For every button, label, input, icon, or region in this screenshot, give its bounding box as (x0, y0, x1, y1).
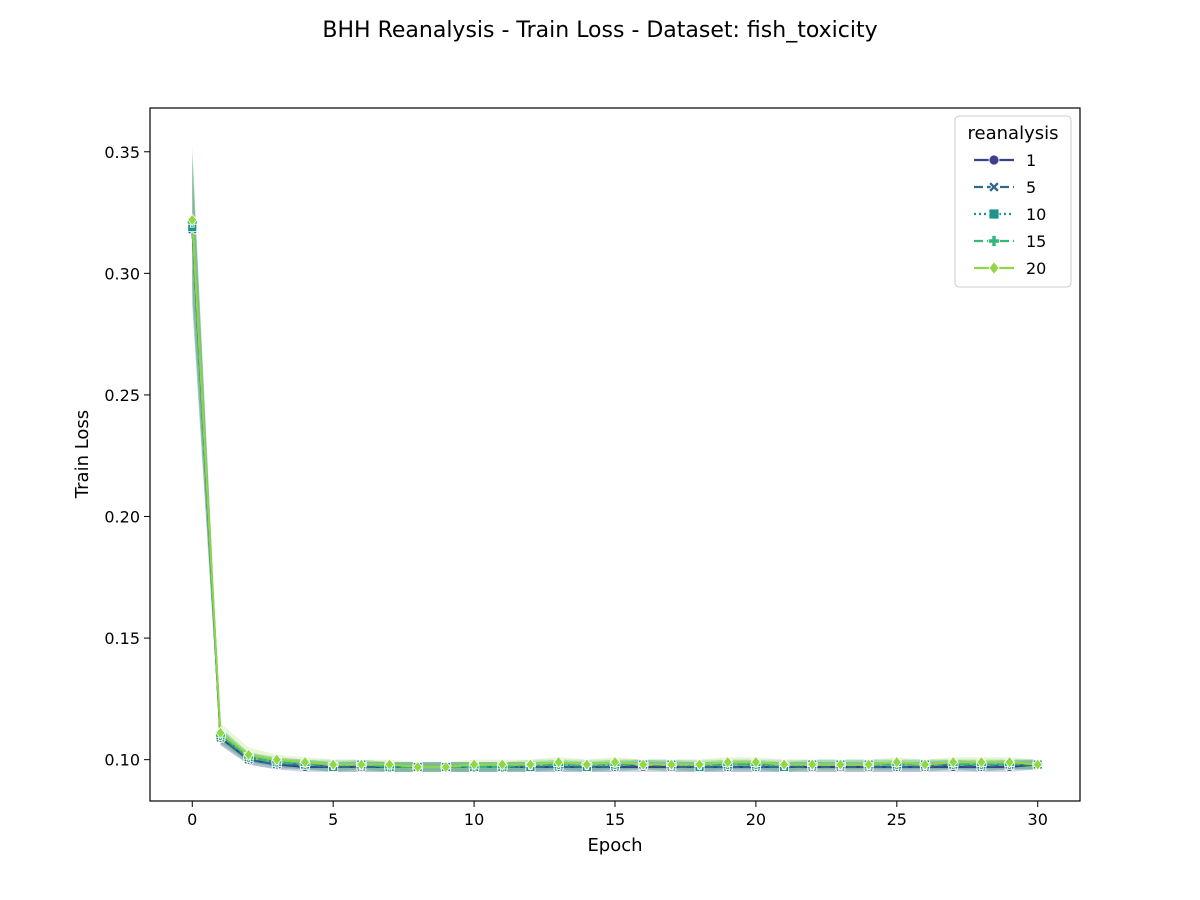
point-series-20 (440, 760, 451, 774)
x-axis: 0 5 10 15 20 25 30 (187, 801, 1048, 829)
point-series-20 (609, 755, 621, 769)
point-series-20 (243, 748, 254, 762)
y-axis: 0.10 0.15 0.20 0.25 0.30 0.35 (104, 143, 150, 770)
y-tick-label: 0.20 (104, 508, 140, 527)
legend-box (954, 115, 1072, 288)
line-series-20 (191, 219, 1038, 768)
point-series-20 (299, 755, 311, 769)
y-tick-label: 0.35 (104, 143, 140, 162)
y-tick-label: 0.10 (104, 751, 140, 770)
point-series-20 (750, 755, 761, 769)
point-series-20 (835, 758, 846, 771)
chart-title: BHH Reanalysis - Train Loss - Dataset: f… (322, 18, 877, 43)
point-series-20 (356, 758, 367, 771)
point-series-20 (581, 758, 592, 771)
point-series-20 (694, 758, 705, 771)
legend-item-15: 15 (974, 232, 1046, 251)
legend-label: 1 (1026, 151, 1036, 170)
legend-label: 5 (1026, 178, 1036, 197)
band-series-15 (192, 149, 1038, 772)
point-series-20 (1032, 758, 1043, 771)
point-series-20 (497, 758, 508, 771)
point-series-20 (412, 760, 423, 774)
point-series-20 (271, 753, 282, 766)
band-series-20 (192, 151, 1038, 772)
line-series-1 (191, 224, 1038, 768)
legend-marker-icon (988, 181, 1000, 193)
plot-area-frame (149, 107, 1081, 802)
point-series-20 (948, 755, 959, 769)
point-series-20 (722, 755, 733, 769)
band-series-10 (192, 146, 1038, 772)
point-series-20 (525, 758, 536, 771)
point-series-20 (976, 755, 987, 769)
line-series-5 (191, 229, 1038, 768)
legend-label: 10 (1026, 205, 1046, 224)
point-series-20 (666, 758, 677, 771)
legend-marker-icon (988, 154, 1000, 166)
series-markers (186, 213, 1044, 774)
y-tick-label: 0.25 (104, 386, 140, 405)
point-series-20 (919, 758, 931, 771)
point-series-20 (779, 758, 790, 771)
point-series-20 (807, 758, 818, 771)
point-series-20 (553, 755, 564, 769)
legend-title: reanalysis (968, 123, 1059, 144)
legend-item-1: 1 (974, 151, 1036, 170)
y-tick-label: 0.15 (104, 629, 140, 648)
legend-item-20: 20 (974, 259, 1046, 278)
legend-marker-icon (988, 261, 1000, 275)
point-series-20 (187, 213, 198, 227)
legend-label: 15 (1026, 232, 1046, 251)
y-tick-label: 0.30 (104, 264, 140, 283)
point-series-20 (891, 755, 902, 769)
x-tick-label: 15 (605, 810, 625, 829)
y-axis-title: Train Loss (72, 410, 93, 499)
band-series-5 (192, 156, 1038, 772)
legend-item-10: 10 (974, 205, 1046, 224)
x-tick-label: 0 (187, 810, 197, 829)
legend-marker-icon (988, 235, 1000, 247)
legend-item-5: 5 (974, 178, 1036, 197)
line-series-15 (191, 222, 1038, 768)
x-tick-label: 5 (328, 810, 338, 829)
legend-marker-icon (988, 208, 1000, 220)
point-series-20 (863, 758, 874, 771)
point-series-20 (1004, 755, 1015, 769)
legend-label: 20 (1026, 259, 1046, 278)
point-series-20 (328, 758, 339, 771)
series-lines (191, 219, 1038, 768)
x-axis-title: Epoch (587, 835, 642, 856)
point-series-20 (638, 758, 649, 771)
point-series-20 (469, 758, 480, 771)
point-series-20 (215, 726, 226, 740)
line-series-10 (191, 227, 1038, 768)
confidence-bands (192, 146, 1038, 772)
x-tick-label: 25 (887, 810, 907, 829)
point-series-20 (384, 758, 395, 771)
band-series-1 (192, 163, 1038, 772)
x-tick-label: 30 (1028, 810, 1048, 829)
x-tick-label: 10 (464, 810, 484, 829)
x-tick-label: 20 (746, 810, 766, 829)
